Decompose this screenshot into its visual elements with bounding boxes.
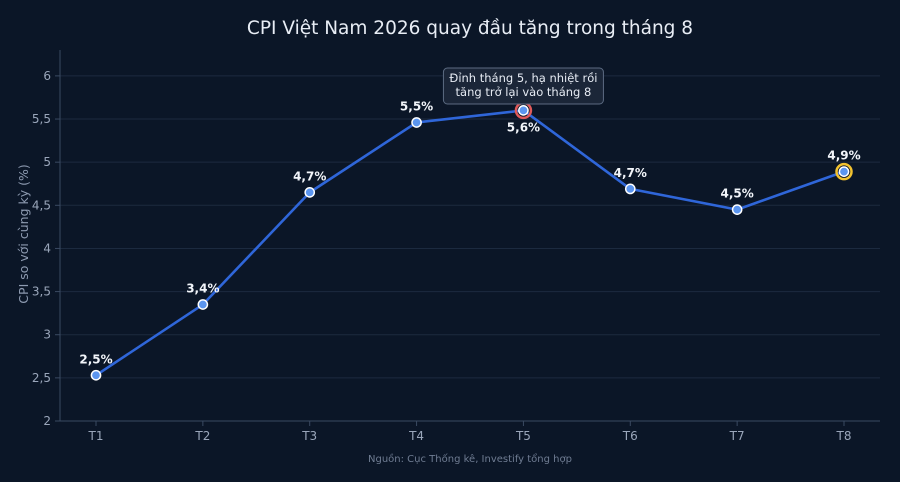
y-axis-label: CPI so với cùng kỳ (%) [16,164,31,303]
data-point [838,166,850,178]
y-tick-label: 6 [43,69,51,83]
data-label: 2,5% [79,352,112,366]
data-point [731,204,743,215]
data-point [197,299,209,310]
y-tick-label: 2,5 [32,371,51,385]
x-tick-label: T7 [729,429,745,443]
data-label: 3,4% [186,282,219,296]
data-point [411,117,422,128]
x-tick-label: T4 [408,429,424,443]
annotation-text: tăng trở lại vào tháng 8 [456,85,592,99]
data-point [624,183,636,195]
data-label: 4,7% [614,166,647,180]
source-note: Nguồn: Cục Thống kê, Investify tổng hợp [368,452,572,465]
series-line [90,101,853,381]
data-label: 5,6% [507,120,540,134]
series-line-path [94,109,846,377]
x-tick-label: T5 [515,429,531,443]
x-tick-label: T3 [301,429,317,443]
axes: 2 2,5 3 3,5 4 4,5 5 5,5 6 T1 T2 T3 T4 T5 T6 T7 T8 [32,50,880,443]
highlight-ring [835,162,853,181]
annotation-text: Đỉnh tháng 5, hạ nhiệt rồi [449,71,597,85]
y-tick-label: 5,5 [32,112,51,126]
data-point [518,105,529,116]
data-label: 5,5% [400,99,433,113]
x-tick-label: T6 [622,429,638,443]
x-tick-label: T2 [194,429,210,443]
grid [60,75,880,379]
y-tick-label: 3 [43,328,51,342]
data-point [304,187,316,198]
data-label: 4,7% [293,169,326,183]
annotation-box [442,67,604,105]
x-tick-label: T8 [836,429,852,443]
data-labels: 2,5% 3,4% 4,7% 5,5% 5,6% 4,7% 4,5% 4,9% [79,99,860,366]
data-point [90,369,102,381]
chart-title: CPI Việt Nam 2026 quay đầu tăng trong th… [247,18,693,39]
y-tick-label: 4,5 [32,198,51,212]
y-tick-label: 2 [43,414,51,428]
x-tick-label: T1 [88,429,104,443]
y-tick-label: 3,5 [32,285,51,299]
y-tick-label: 5 [43,155,51,169]
y-tick-label: 4 [43,241,51,255]
data-label: 4,5% [721,187,754,201]
data-label: 4,9% [827,149,860,163]
